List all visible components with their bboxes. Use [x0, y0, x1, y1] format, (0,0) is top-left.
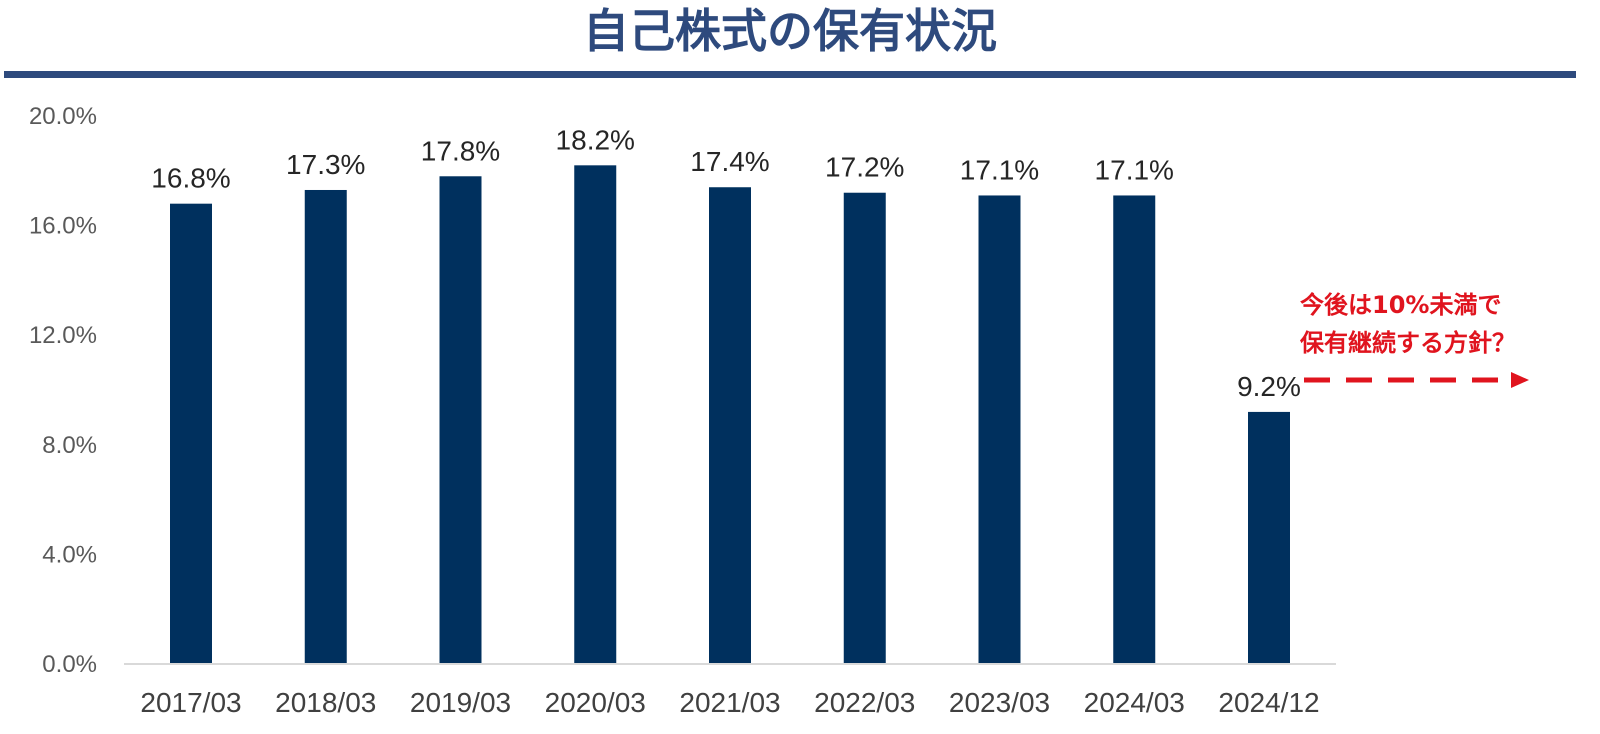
data-label: 17.4%: [690, 146, 769, 177]
bar-2019-03: [439, 176, 482, 664]
data-label: 16.8%: [151, 163, 230, 194]
y-tick-label: 20.0%: [29, 103, 97, 130]
y-tick-label: 4.0%: [42, 541, 97, 568]
bar-2018-03: [304, 189, 347, 665]
data-label: 17.1%: [1095, 154, 1174, 185]
x-tick-label: 2022/03: [814, 687, 915, 718]
bar-2020-03: [574, 165, 617, 664]
bars: [170, 165, 1290, 665]
x-axis: 2017/03 2018/03 2019/03 2020/03 2021/03 2022/…: [124, 663, 1336, 718]
title-underline: [4, 71, 1576, 78]
page-title: 自己株式の保有状況: [583, 4, 997, 58]
data-label: 17.1%: [960, 154, 1039, 185]
bar-2021-03: [709, 187, 751, 665]
x-tick-label: 2020/03: [545, 687, 646, 718]
x-tick-label: 2019/03: [410, 687, 511, 718]
bar-2024-12: [1248, 411, 1290, 664]
bar-2017-03: [170, 203, 212, 664]
x-tick-label: 2017/03: [140, 687, 241, 718]
y-tick-label: 12.0%: [29, 322, 97, 349]
data-label: 9.2%: [1237, 371, 1301, 402]
bar-2023-03: [978, 195, 1021, 664]
y-tick-label: 16.0%: [29, 213, 97, 240]
data-label: 17.3%: [286, 149, 365, 180]
bar-2022-03: [843, 192, 886, 664]
y-tick-label: 8.0%: [42, 432, 97, 459]
x-tick-label: 2018/03: [275, 687, 376, 718]
x-tick-label: 2021/03: [679, 687, 780, 718]
x-tick-label: 2023/03: [949, 687, 1050, 718]
data-label: 17.2%: [825, 152, 904, 183]
annotation-text-line: 今後は10%未満で: [1300, 291, 1501, 319]
annotation-arrowhead: [1511, 372, 1529, 388]
x-tick-label: 2024/12: [1218, 687, 1319, 718]
data-labels: 16.8% 17.3% 17.8% 18.2% 17.4% 17.2% 17.1% 17.1%…: [151, 124, 1301, 402]
annotation-text-line: 保有継続する方針？: [1299, 329, 1516, 357]
data-label: 18.2%: [556, 124, 635, 155]
data-label: 17.8%: [421, 135, 500, 166]
x-tick-label: 2024/03: [1084, 687, 1185, 718]
y-tick-label: 0.0%: [42, 651, 97, 678]
y-axis: 0.0% 4.0% 8.0% 12.0% 16.0% 20.0%: [29, 103, 97, 678]
bar-2024-03: [1113, 195, 1156, 664]
